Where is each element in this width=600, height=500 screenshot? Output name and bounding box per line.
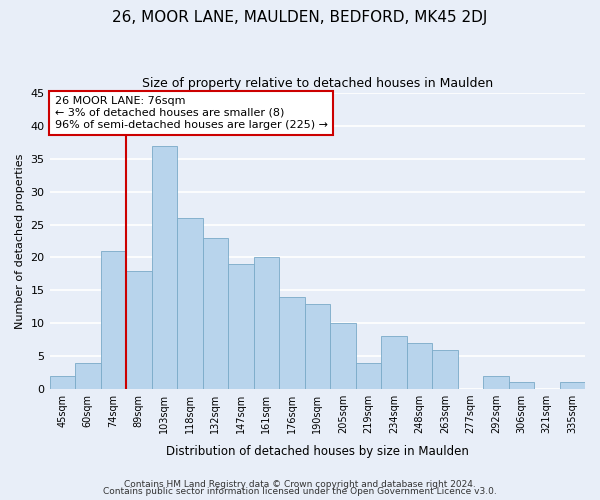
Bar: [126, 270, 152, 389]
Bar: [560, 382, 585, 389]
Bar: [330, 324, 356, 389]
Bar: [152, 146, 177, 389]
Bar: [509, 382, 534, 389]
Bar: [50, 376, 75, 389]
Bar: [432, 350, 458, 389]
Title: Size of property relative to detached houses in Maulden: Size of property relative to detached ho…: [142, 78, 493, 90]
Text: Contains public sector information licensed under the Open Government Licence v3: Contains public sector information licen…: [103, 487, 497, 496]
Bar: [203, 238, 228, 389]
Bar: [407, 343, 432, 389]
Y-axis label: Number of detached properties: Number of detached properties: [15, 154, 25, 328]
Bar: [101, 251, 126, 389]
Bar: [177, 218, 203, 389]
Bar: [381, 336, 407, 389]
Text: 26 MOOR LANE: 76sqm
← 3% of detached houses are smaller (8)
96% of semi-detached: 26 MOOR LANE: 76sqm ← 3% of detached hou…: [55, 96, 328, 130]
Bar: [279, 297, 305, 389]
Bar: [356, 362, 381, 389]
Text: 26, MOOR LANE, MAULDEN, BEDFORD, MK45 2DJ: 26, MOOR LANE, MAULDEN, BEDFORD, MK45 2D…: [112, 10, 488, 25]
Text: Contains HM Land Registry data © Crown copyright and database right 2024.: Contains HM Land Registry data © Crown c…: [124, 480, 476, 489]
Bar: [254, 258, 279, 389]
Bar: [75, 362, 101, 389]
Bar: [305, 304, 330, 389]
Bar: [483, 376, 509, 389]
Bar: [228, 264, 254, 389]
X-axis label: Distribution of detached houses by size in Maulden: Distribution of detached houses by size …: [166, 444, 469, 458]
